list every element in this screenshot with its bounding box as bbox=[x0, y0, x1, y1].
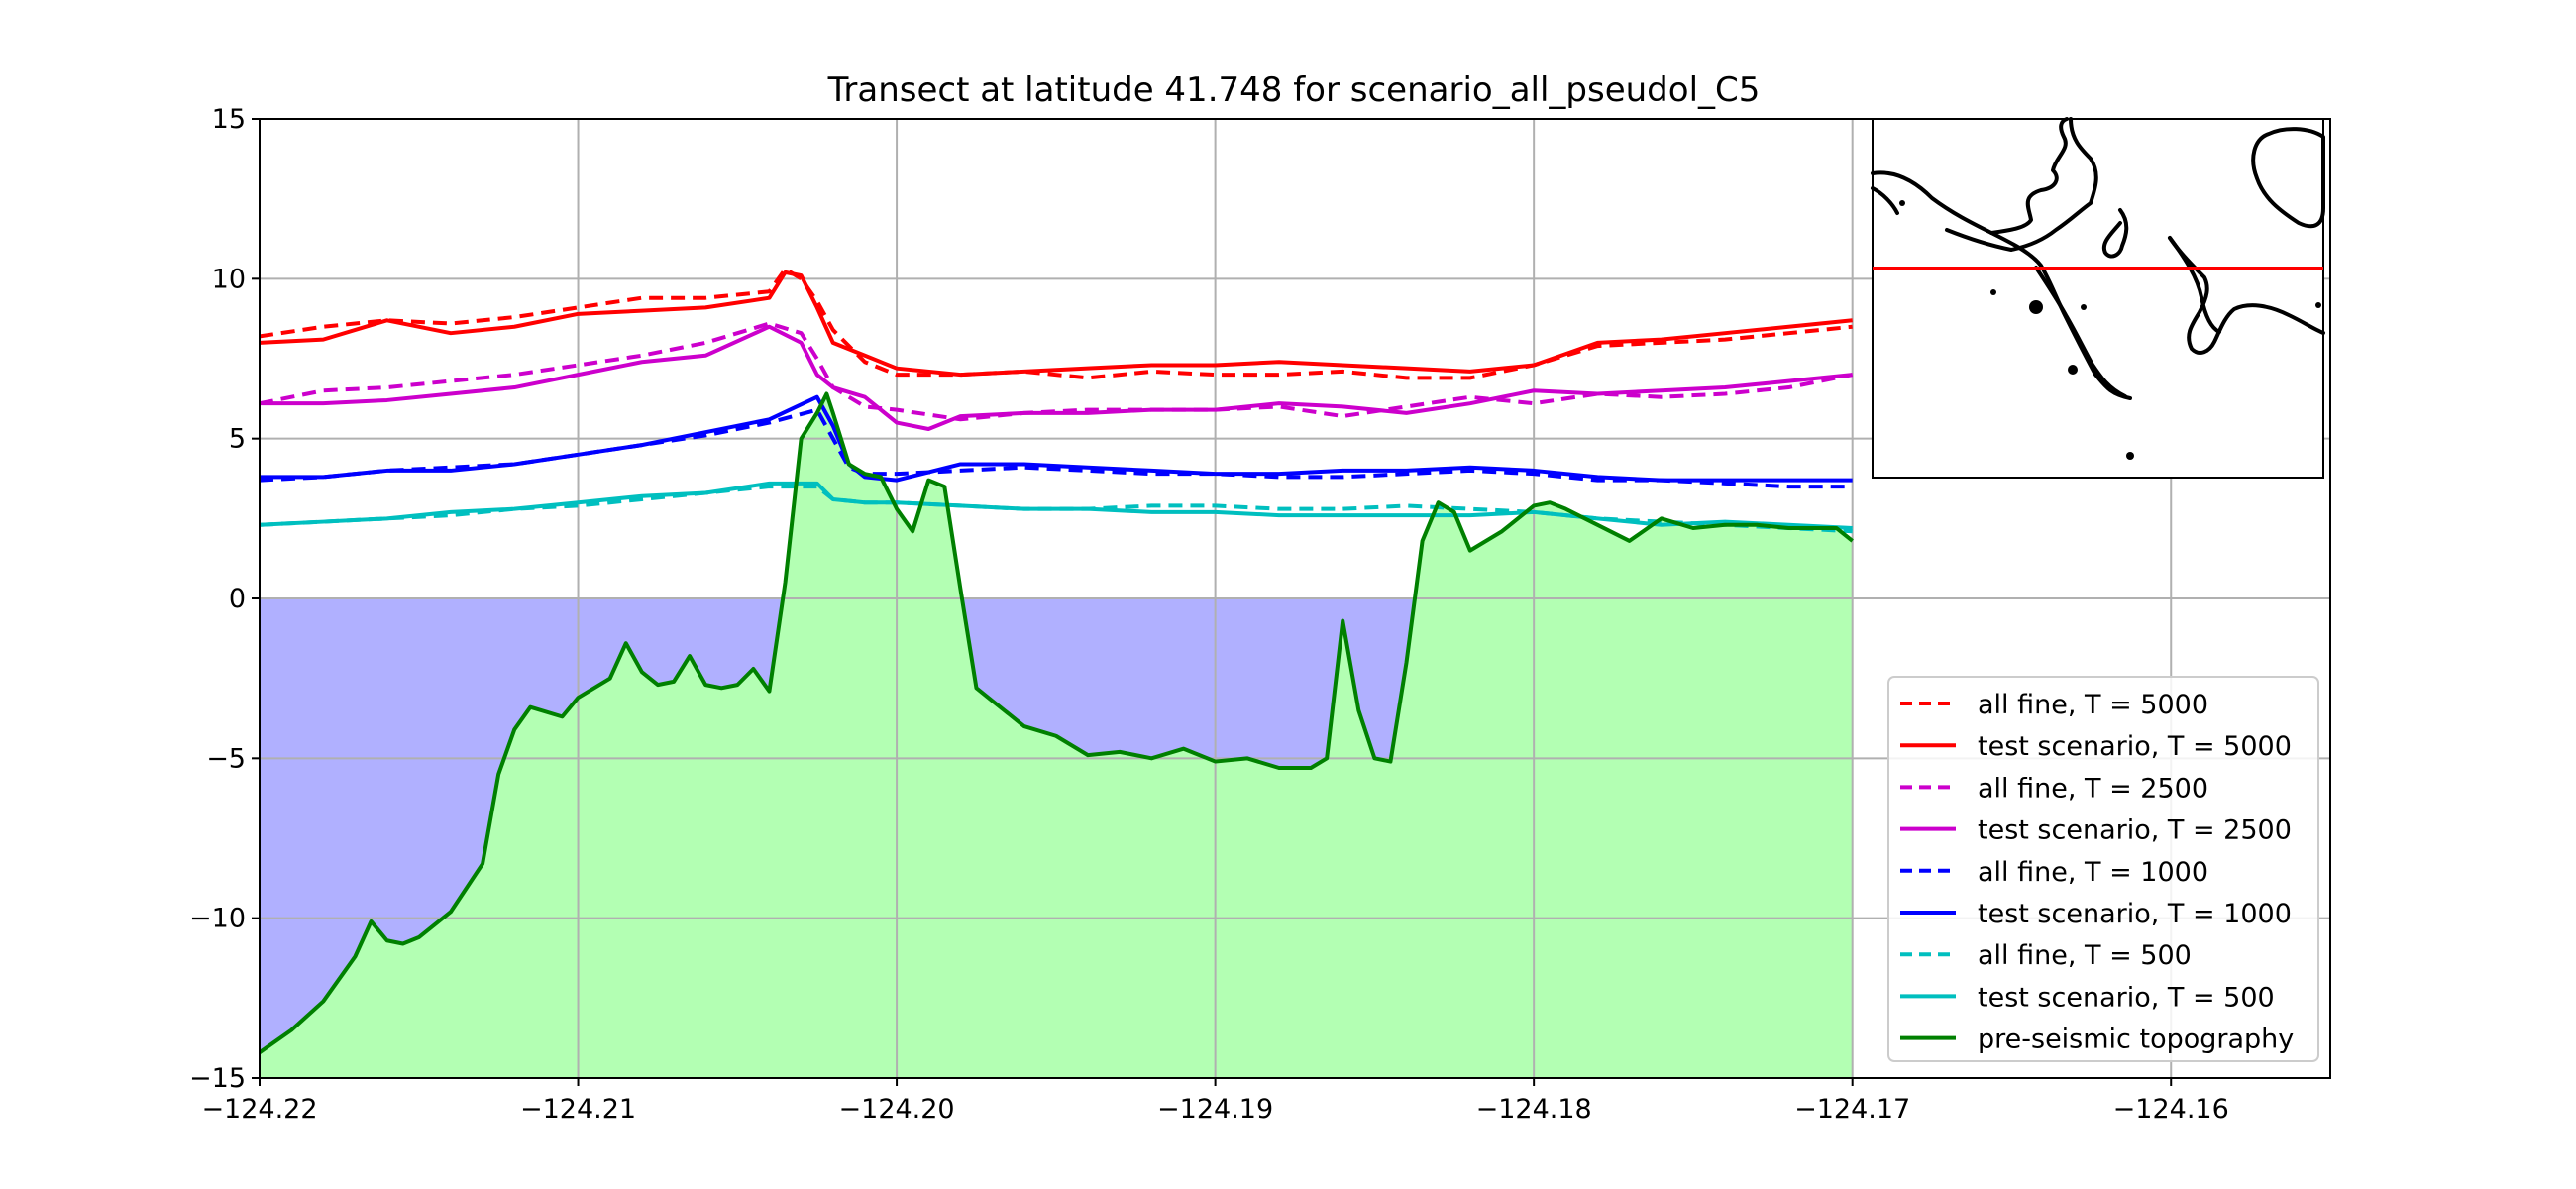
series-line-5 bbox=[260, 394, 1853, 483]
legend: all fine, T = 5000 test scenario, T = 500… bbox=[1887, 676, 2319, 1062]
inset-island bbox=[2029, 300, 2043, 314]
inset-coastline-main bbox=[1871, 170, 2132, 400]
series-line-1 bbox=[260, 270, 1853, 378]
x-tick-label: −124.20 bbox=[839, 1094, 955, 1125]
series-lines bbox=[260, 267, 1854, 1054]
y-tick-label: 5 bbox=[229, 424, 246, 455]
legend-label: test scenario, T = 500 bbox=[1978, 982, 2275, 1013]
inset-island bbox=[2068, 365, 2078, 375]
inset-coastline-river bbox=[1989, 117, 2069, 235]
inset-coastline-west bbox=[1871, 186, 1899, 215]
inset-coastline-bay bbox=[1945, 117, 2098, 252]
y-tick-label: 0 bbox=[229, 584, 246, 614]
series-line-8 bbox=[260, 391, 1854, 1054]
inset-island bbox=[1899, 200, 1905, 206]
legend-label: pre-seismic topography bbox=[1978, 1025, 2294, 1055]
series-line-2 bbox=[260, 321, 1854, 422]
chart-title: Transect at latitude 41.748 for scenario… bbox=[827, 70, 1761, 110]
series-line-4 bbox=[260, 407, 1853, 489]
inset-coastline-spit bbox=[2034, 266, 2127, 398]
y-tick-label: −15 bbox=[189, 1063, 246, 1094]
x-tick-label: −124.22 bbox=[201, 1094, 317, 1125]
legend-box bbox=[1887, 676, 2319, 1062]
x-tick-label: −124.17 bbox=[1794, 1094, 1910, 1125]
legend-label: all fine, T = 500 bbox=[1978, 940, 2192, 971]
inset-island bbox=[2126, 452, 2134, 460]
y-tick-label: 10 bbox=[212, 264, 246, 294]
x-tick-label: −124.16 bbox=[2113, 1094, 2229, 1125]
inset-map bbox=[1871, 117, 2325, 479]
inset-coastline-east bbox=[2168, 236, 2325, 355]
x-tick-label: −124.19 bbox=[1157, 1094, 1273, 1125]
legend-label: test scenario, T = 1000 bbox=[1978, 899, 2292, 929]
y-tick-label: 15 bbox=[212, 104, 246, 135]
legend-label: all fine, T = 1000 bbox=[1978, 857, 2208, 888]
inset-coastline-lake bbox=[2251, 127, 2325, 229]
series-line-7 bbox=[260, 481, 1853, 531]
inset-island bbox=[1990, 289, 1996, 295]
y-tick-label: −5 bbox=[206, 743, 246, 774]
y-axis: −15 −10 −5 0 5 10 15 bbox=[189, 104, 260, 1094]
legend-label: all fine, T = 5000 bbox=[1978, 690, 2208, 720]
legend-label: test scenario, T = 5000 bbox=[1978, 731, 2292, 762]
inset-coastline-ridge bbox=[2168, 236, 2221, 334]
inset-island bbox=[2081, 304, 2087, 310]
legend-label: all fine, T = 2500 bbox=[1978, 773, 2208, 804]
inset-island bbox=[2315, 302, 2321, 308]
x-tick-label: −124.21 bbox=[520, 1094, 636, 1125]
inset-coastlines bbox=[1871, 117, 2325, 400]
series-line-3 bbox=[260, 324, 1853, 431]
x-tick-label: −124.18 bbox=[1476, 1094, 1592, 1125]
series-line-0 bbox=[260, 267, 1853, 380]
y-tick-label: −10 bbox=[189, 904, 246, 934]
inset-coastline-island bbox=[2101, 208, 2129, 259]
x-axis: −124.22 −124.21 −124.20 −124.19 −124.18 −124.… bbox=[201, 1078, 2229, 1125]
legend-entries: all fine, T = 5000 test scenario, T = 500… bbox=[1900, 690, 2294, 1055]
legend-label: test scenario, T = 2500 bbox=[1978, 815, 2292, 846]
plot-area: −124.22 −124.21 −124.20 −124.19 −124.18 −124.… bbox=[189, 104, 2331, 1125]
inset-islands bbox=[1899, 200, 2321, 460]
